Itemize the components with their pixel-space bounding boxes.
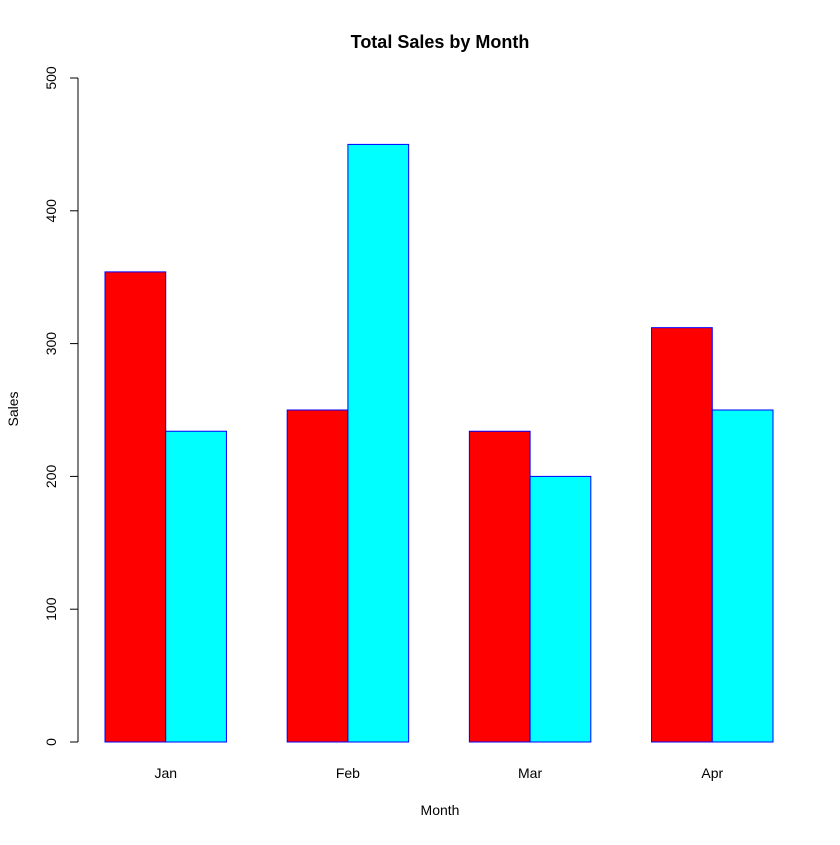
bar-apr-series-2 <box>711 409 774 743</box>
y-tick-label: 500 <box>43 66 59 90</box>
x-tick-label: Apr <box>701 765 723 781</box>
bar-feb-series-1 <box>286 409 349 743</box>
x-tick-label: Feb <box>336 765 360 781</box>
x-tick-label: Mar <box>518 765 542 781</box>
x-axis-title: Month <box>421 802 460 818</box>
y-tick-label: 300 <box>43 332 59 356</box>
bar-mar-series-2 <box>529 475 592 743</box>
bar-jan-series-1 <box>104 271 167 743</box>
y-tick-label: 200 <box>43 465 59 489</box>
bars <box>104 143 774 743</box>
x-tick-label: Jan <box>154 765 177 781</box>
bar-mar-series-1 <box>468 430 531 743</box>
y-axis: 0 100 200 300 400 500 <box>43 66 79 746</box>
bar-apr-series-1 <box>651 327 713 743</box>
chart-title: Total Sales by Month <box>351 32 530 52</box>
x-axis-labels: Jan Feb Mar Apr <box>154 765 723 781</box>
y-tick-label: 0 <box>43 738 59 746</box>
bar-jan-series-2 <box>165 430 227 743</box>
y-tick-label: 400 <box>43 199 59 223</box>
y-tick-label: 100 <box>43 597 59 621</box>
y-axis-title: Sales <box>5 391 21 426</box>
bar-feb-series-2 <box>347 143 410 743</box>
